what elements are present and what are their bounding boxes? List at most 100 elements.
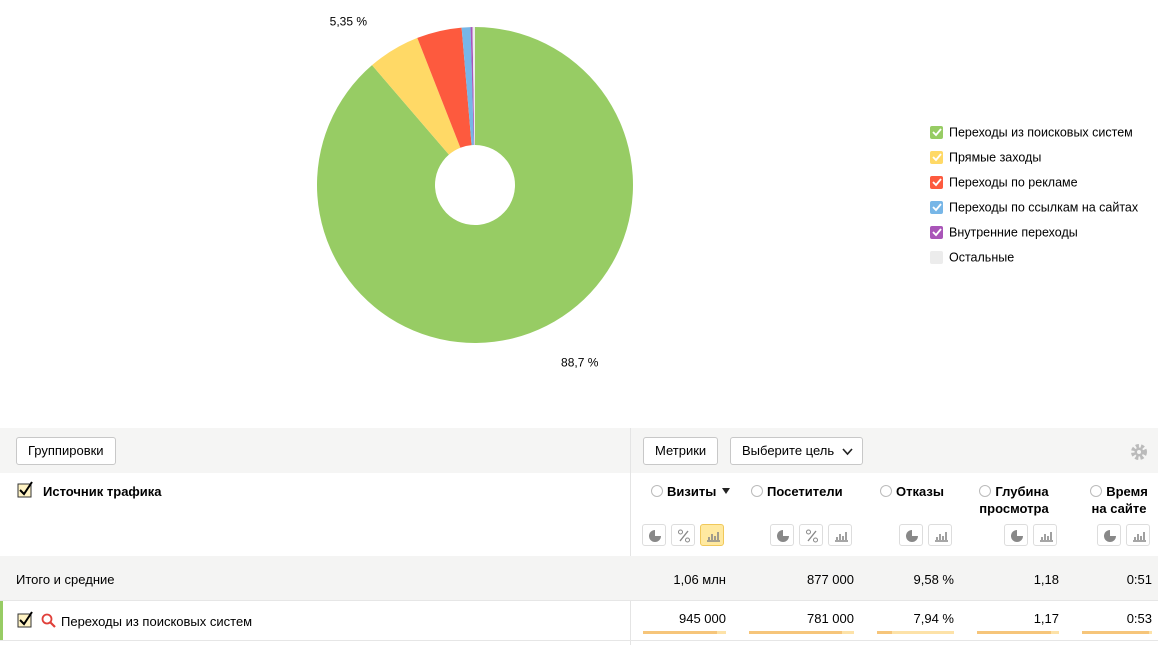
- checkbox[interactable]: [17, 481, 35, 499]
- legend-item[interactable]: Прямые заходы: [930, 150, 1041, 164]
- legend-label: Переходы по рекламе: [949, 175, 1078, 189]
- groupings-button[interactable]: Группировки: [16, 437, 116, 465]
- metric-header-label: Отказы: [896, 484, 944, 499]
- view-icon: [1011, 529, 1024, 542]
- table-cell: 945 000: [679, 611, 726, 626]
- view-icon: [678, 529, 690, 543]
- view-button[interactable]: [1126, 524, 1150, 546]
- table-cell: 9,58 %: [913, 572, 954, 587]
- pie-slice: [472, 27, 475, 146]
- slice-label: 88,7 %: [561, 355, 599, 369]
- legend-label: Остальные: [949, 250, 1014, 264]
- view-button[interactable]: [899, 524, 923, 546]
- table-cell: 1,17: [1033, 611, 1059, 626]
- metric-header-label: Визиты: [667, 484, 717, 499]
- pie-slice: [372, 37, 461, 155]
- metric-header: Визиты: [651, 483, 731, 500]
- row-label: Итого и средние: [16, 572, 115, 587]
- chevron: [842, 448, 853, 456]
- ratio-bar: [643, 631, 726, 634]
- view-button[interactable]: [671, 524, 695, 546]
- metric-header-label: Время на сайте: [1091, 484, 1148, 516]
- sort-arrow: [722, 488, 731, 494]
- legend-item[interactable]: Переходы по ссылкам на сайтах: [930, 200, 1139, 214]
- view-button[interactable]: [799, 524, 823, 546]
- view-icon: [707, 532, 720, 542]
- view-button[interactable]: [1097, 524, 1121, 546]
- help-icon: [651, 485, 663, 497]
- metric-header: Посетители: [751, 483, 851, 500]
- search-icon: [41, 613, 56, 628]
- legend-label: Прямые заходы: [949, 150, 1041, 164]
- goal-label: Выберите цель: [742, 443, 835, 458]
- divider: [630, 428, 631, 645]
- goal-button[interactable]: Выберите цель: [730, 437, 864, 465]
- pie-slice: [317, 27, 633, 344]
- metric-header-label: Посетители: [767, 484, 843, 499]
- table-cell: 781 000: [807, 611, 854, 626]
- legend-swatch: [930, 251, 943, 264]
- toolbar: [0, 428, 1158, 473]
- ratio-bar: [877, 631, 954, 634]
- view-button[interactable]: [828, 524, 852, 546]
- legend-check: [932, 203, 942, 212]
- legend-swatch: [930, 126, 943, 139]
- slice-label: 5,35 %: [330, 14, 368, 28]
- view-button[interactable]: [928, 524, 952, 546]
- pie-slice: [417, 27, 472, 148]
- view-button[interactable]: [1004, 524, 1028, 546]
- row-label: Переходы из поисковых систем: [61, 614, 253, 629]
- settings-icon[interactable]: [1130, 443, 1148, 461]
- view-icon: [906, 529, 919, 542]
- ratio-fill: [977, 631, 1051, 634]
- view-icon: [649, 529, 662, 542]
- checkbox[interactable]: [17, 611, 35, 629]
- view-button[interactable]: [642, 524, 666, 546]
- legend-check: [932, 228, 942, 237]
- legend-item[interactable]: Остальные: [930, 250, 1014, 264]
- legend-label: Переходы из поисковых систем: [949, 125, 1133, 139]
- ratio-bar: [749, 631, 854, 634]
- legend-check: [932, 128, 942, 137]
- ratio-bar: [1082, 631, 1152, 634]
- legend-label: Внутренние переходы: [949, 225, 1078, 239]
- view-icon: [1133, 532, 1146, 542]
- dimension-header: Источник трафика: [43, 484, 162, 499]
- metrics-button[interactable]: Метрики: [643, 437, 719, 465]
- table-cell: 877 000: [807, 572, 854, 587]
- legend-label: Переходы по ссылкам на сайтах: [949, 200, 1139, 214]
- legend-swatch: [930, 226, 943, 239]
- table-cell: 0:51: [1126, 572, 1152, 587]
- help-icon: [1090, 485, 1103, 497]
- legend-item[interactable]: Переходы из поисковых систем: [930, 125, 1133, 139]
- pie-slice: [470, 27, 475, 146]
- view-icon: [835, 532, 848, 542]
- ratio-fill: [1082, 631, 1149, 634]
- help-icon: [880, 485, 892, 497]
- legend-swatch: [930, 176, 943, 189]
- legend-item[interactable]: Переходы по рекламе: [930, 175, 1078, 189]
- table-cell: 1,18: [1033, 572, 1059, 587]
- legend-swatch: [930, 151, 943, 164]
- chart: 88,7 % 5,35 % Переходы из поисковых систем…: [317, 14, 1139, 369]
- view-button[interactable]: [770, 524, 794, 546]
- view-icon: [935, 532, 948, 542]
- legend-item[interactable]: Внутренние переходы: [930, 225, 1078, 239]
- view-button[interactable]: [1033, 524, 1057, 546]
- view-button[interactable]: [700, 524, 724, 546]
- metric-header-label: Глубина просмотра: [979, 484, 1049, 516]
- row-color: [0, 601, 3, 640]
- ratio-fill: [643, 631, 717, 634]
- ratio-bar: [977, 631, 1059, 634]
- view-icon: [1040, 532, 1053, 542]
- help-icon: [979, 485, 992, 497]
- table-cell: 1,06 млн: [673, 572, 726, 587]
- help-icon: [751, 485, 763, 497]
- ratio-fill: [749, 631, 843, 634]
- legend-swatch: [930, 201, 943, 214]
- table-cell: 0:53: [1126, 611, 1152, 626]
- ratio-fill: [877, 631, 893, 634]
- legend-check: [932, 178, 942, 187]
- metric-header: Отказы: [880, 483, 950, 500]
